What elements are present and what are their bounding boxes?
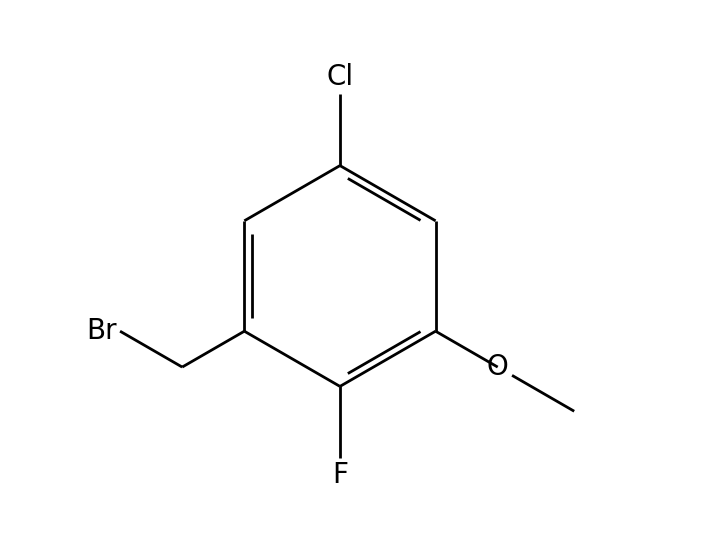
Text: Cl: Cl bbox=[326, 63, 354, 91]
Text: F: F bbox=[332, 461, 348, 489]
Text: O: O bbox=[487, 353, 508, 381]
Text: Br: Br bbox=[86, 317, 117, 345]
